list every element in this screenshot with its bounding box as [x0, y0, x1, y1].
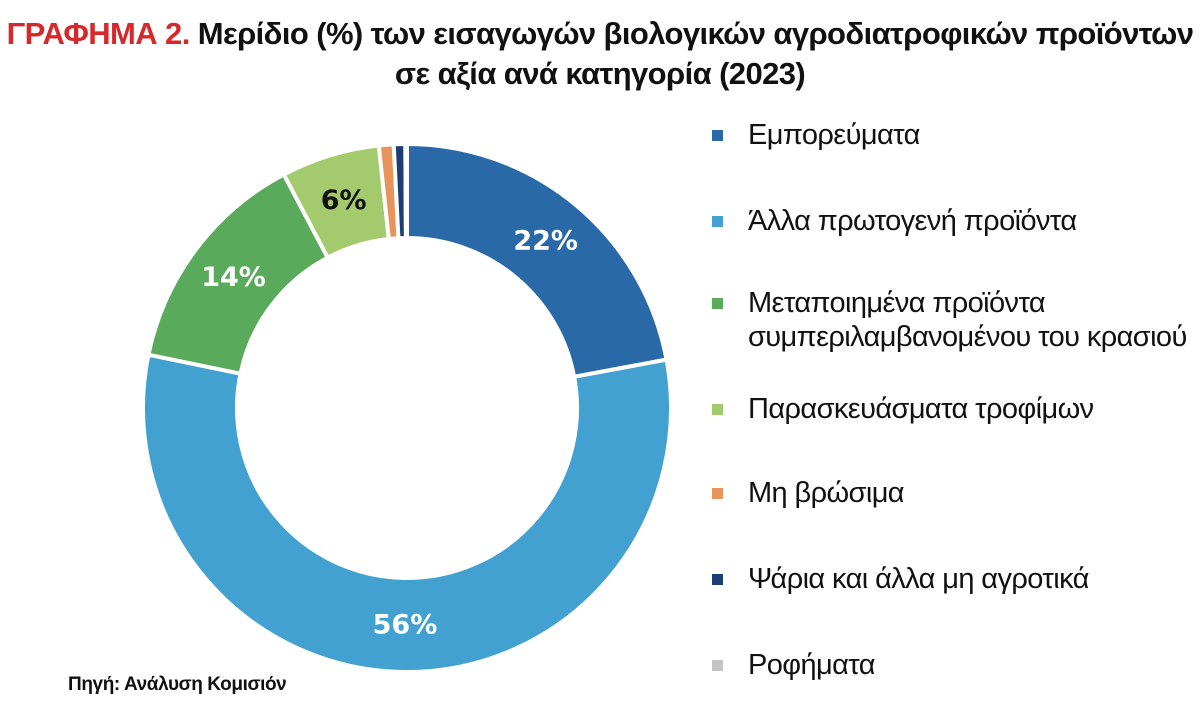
chart-title-line-1: ΓΡΑΦΗΜΑ 2. Μερίδιο (%) των εισαγωγών βιο…: [0, 14, 1200, 54]
slice-label-3: 14%: [201, 262, 266, 293]
legend-swatch: [712, 660, 723, 671]
legend-label: Ροφήματα: [748, 649, 875, 681]
chart-title-prefix: ΓΡΑΦΗΜΑ 2.: [6, 16, 191, 51]
donut-slice-7: [403, 141, 409, 241]
donut-slice-2: [141, 352, 673, 674]
slice-label-2: 56%: [373, 609, 438, 640]
legend-label: Ψάρια και άλλα μη αγροτικά: [748, 563, 1089, 595]
legend-swatch: [712, 488, 723, 499]
donut-chart: 22% 56% 14% 6%: [141, 141, 673, 674]
legend-swatch: [712, 130, 723, 141]
chart-title: ΓΡΑΦΗΜΑ 2. Μερίδιο (%) των εισαγωγών βιο…: [0, 14, 1200, 94]
source-note: Πηγή: Ανάλυση Κομισιόν: [68, 674, 287, 695]
legend-label: Μεταποιημένα προϊόντα συμπεριλαμβανομένου…: [748, 287, 1187, 353]
legend-label: Παρασκευάσματα τροφίμων: [748, 393, 1094, 425]
legend-swatch: [712, 298, 723, 309]
legend-swatch: [712, 216, 723, 227]
legend-label: Μη βρώσιμα: [748, 477, 905, 509]
chart-title-line-2: σε αξία ανά κατηγορία (2023): [394, 56, 806, 91]
legend-label: Άλλα πρωτογενή προϊόντα: [748, 205, 1077, 237]
legend-swatch: [712, 404, 723, 415]
donut-slice-1: [405, 141, 669, 380]
legend-swatch: [712, 574, 723, 585]
slice-label-4: 6%: [321, 185, 367, 216]
chart-title-text: Μερίδιο (%) των εισαγωγών βιολογικών αγρ…: [197, 16, 1194, 51]
legend-label: Εμπορεύματα: [748, 119, 920, 151]
slice-label-1: 22%: [513, 226, 578, 257]
